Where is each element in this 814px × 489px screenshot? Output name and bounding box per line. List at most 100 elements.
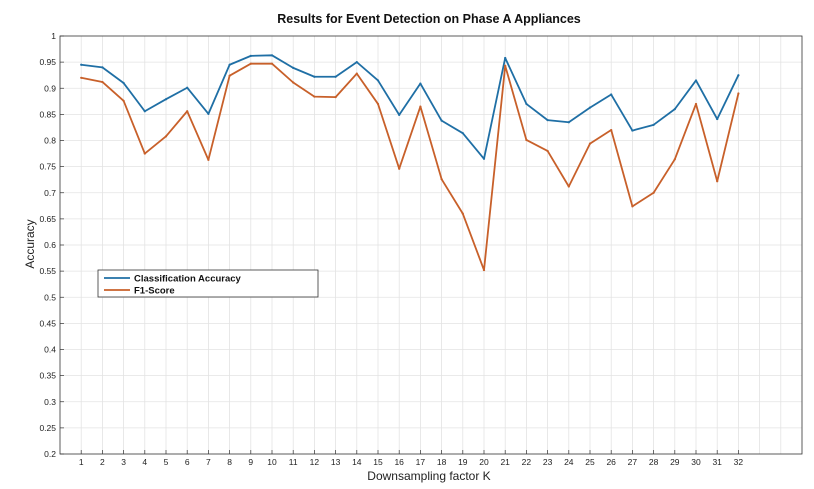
data-point (270, 54, 274, 57)
data-point (101, 66, 104, 69)
x-tick-label: 25 (585, 457, 595, 467)
data-point (482, 268, 486, 272)
data-point (631, 205, 634, 208)
data-point (694, 79, 698, 82)
y-tick-label: 0.35 (39, 371, 56, 381)
x-tick-label: 11 (289, 457, 298, 467)
x-tick-label: 14 (352, 457, 362, 467)
data-point (567, 185, 570, 188)
data-point (313, 75, 316, 78)
x-tick-label: 13 (331, 457, 341, 467)
data-point (164, 135, 168, 138)
x-tick-label: 26 (606, 457, 616, 467)
legend-entry-label: F1-Score (134, 286, 175, 297)
x-tick-label: 8 (227, 457, 232, 467)
data-point (440, 119, 443, 122)
data-point (228, 63, 231, 66)
axis-ticks: 1 2 3 4 5 6 7 8 9 10 11 12 13 14 15 16 17 18 19 20 21 22 23 24 2… (39, 31, 743, 467)
data-point (334, 75, 337, 78)
y-tick-label: 0.4 (44, 345, 56, 355)
data-point (376, 102, 380, 106)
data-point (610, 128, 613, 132)
x-tick-label: 9 (248, 457, 253, 467)
data-point (292, 81, 295, 84)
y-tick-label: 0.7 (44, 188, 56, 198)
x-tick-label: 7 (206, 457, 211, 467)
data-point (164, 98, 168, 101)
data-point (652, 191, 655, 194)
data-point (80, 63, 83, 66)
x-tick-label: 17 (416, 457, 426, 467)
x-tick-label: 4 (142, 457, 147, 467)
data-point (398, 167, 401, 170)
x-tick-label: 10 (267, 457, 277, 467)
x-tick-label: 1 (79, 457, 84, 467)
x-tick-label: 22 (522, 457, 532, 467)
legend-box (97, 269, 319, 298)
grid-lines (60, 36, 802, 454)
y-tick-label: 0.8 (44, 136, 56, 146)
data-point (588, 106, 592, 109)
x-tick-label: 30 (691, 457, 701, 467)
x-tick-label: 32 (734, 457, 744, 467)
data-point (292, 66, 295, 69)
y-tick-label: 0.95 (39, 57, 56, 67)
x-tick-label: 19 (458, 457, 468, 467)
x-tick-label: 20 (479, 457, 489, 467)
y-tick-label: 0.45 (39, 318, 56, 328)
data-point (482, 157, 486, 160)
data-point (461, 212, 464, 215)
data-point (610, 93, 613, 96)
x-tick-label: 29 (670, 457, 680, 467)
data-point (186, 110, 189, 113)
data-point (228, 74, 231, 77)
y-tick-label: 0.55 (39, 266, 56, 276)
x-tick-label: 23 (543, 457, 553, 467)
x-tick-label: 2 (100, 457, 105, 467)
x-tick-label: 24 (564, 457, 574, 467)
data-point (249, 62, 252, 65)
y-tick-label: 0.3 (44, 397, 56, 407)
data-point (440, 178, 443, 181)
x-tick-label: 3 (121, 457, 126, 467)
data-point (737, 74, 740, 77)
data-point (694, 102, 698, 106)
data-point (673, 108, 676, 111)
x-tick-label: 21 (500, 457, 510, 467)
data-point (80, 76, 83, 79)
y-tick-label: 0.5 (44, 292, 56, 302)
data-point (334, 96, 337, 99)
data-point (122, 81, 125, 85)
data-point (398, 113, 401, 116)
x-tick-label: 12 (310, 457, 320, 467)
data-point (546, 119, 549, 122)
series-line-1 (81, 62, 740, 271)
data-point (716, 180, 719, 183)
x-tick-label: 28 (649, 457, 659, 467)
data-point (504, 64, 507, 67)
y-tick-label: 0.85 (39, 109, 56, 119)
data-point (355, 72, 358, 75)
data-point (737, 92, 740, 95)
data-point (419, 82, 422, 85)
y-tick-label: 0.65 (39, 214, 56, 224)
x-tick-label: 15 (373, 457, 383, 467)
data-point (101, 80, 104, 84)
x-tick-label: 16 (394, 457, 404, 467)
x-tick-label: 27 (628, 457, 638, 467)
data-point (313, 95, 316, 98)
chart-title: Results for Event Detection on Phase A A… (277, 12, 581, 26)
data-point (504, 56, 507, 60)
y-tick-label: 0.9 (44, 83, 56, 93)
y-tick-label: 0.2 (44, 449, 56, 459)
data-point (461, 132, 464, 135)
y-tick-label: 0.75 (39, 162, 56, 172)
y-tick-label: 0.6 (44, 240, 56, 250)
data-point (207, 112, 210, 115)
data-point (525, 102, 528, 106)
legend-entry-label: Classification Accuracy (134, 274, 242, 285)
x-tick-label: 18 (437, 457, 447, 467)
y-tick-label: 1 (51, 31, 56, 41)
